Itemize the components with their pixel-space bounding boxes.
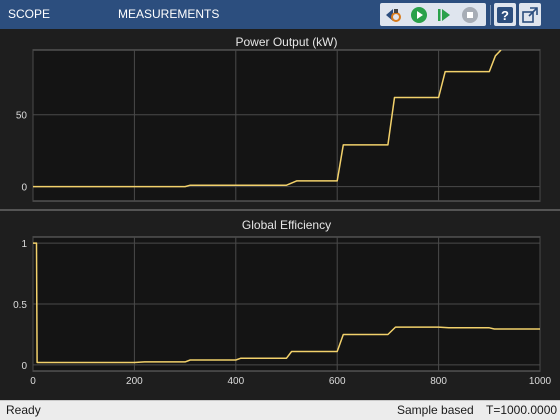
status-time: T=1000.0000 bbox=[486, 403, 558, 417]
x-tick-label: 1000 bbox=[529, 376, 552, 387]
x-tick-label: 200 bbox=[126, 376, 143, 387]
status-bar: Ready Sample based T=1000.0000 bbox=[0, 400, 560, 420]
svg-text:?: ? bbox=[501, 8, 509, 23]
status-ready: Ready bbox=[6, 403, 41, 417]
scope-plot-area: Power Output (kW) 0 50 Global Efficiency 0 2… bbox=[0, 29, 560, 400]
undock-icon[interactable] bbox=[520, 5, 540, 25]
x-tick-label: 0 bbox=[30, 376, 36, 387]
power-y-tick-label: 50 bbox=[16, 111, 28, 122]
run-icon[interactable] bbox=[409, 5, 429, 25]
efficiency-y-tick-label: 1 bbox=[21, 239, 27, 250]
tab-measurements[interactable]: MEASUREMENTS bbox=[118, 7, 220, 21]
power-axes bbox=[32, 49, 541, 202]
power-y-tick-label: 0 bbox=[21, 183, 27, 194]
tab-scope[interactable]: SCOPE bbox=[8, 7, 51, 21]
power-output-plot[interactable]: Power Output (kW) 0 50 bbox=[16, 35, 541, 202]
power-title: Power Output (kW) bbox=[235, 35, 337, 49]
efficiency-series-line bbox=[33, 242, 540, 364]
efficiency-title: Global Efficiency bbox=[242, 218, 331, 232]
step-forward-icon[interactable] bbox=[434, 5, 454, 25]
status-mode: Sample based bbox=[397, 403, 474, 417]
efficiency-y-tick-label: 0 bbox=[21, 361, 27, 372]
x-tick-label: 400 bbox=[227, 376, 244, 387]
help-icon[interactable]: ? bbox=[495, 5, 515, 25]
x-tick-label: 800 bbox=[430, 376, 447, 387]
stop-icon[interactable] bbox=[460, 5, 480, 25]
power-series-line bbox=[33, 50, 502, 188]
efficiency-y-tick-label: 0.5 bbox=[13, 300, 27, 311]
simulation-controls bbox=[380, 3, 486, 26]
scope-toolbar: SCOPE MEASUREMENTS ? bbox=[0, 0, 560, 29]
scope-plots: Power Output (kW) 0 50 Global Efficiency 0 2… bbox=[0, 35, 560, 387]
x-tick-label: 600 bbox=[329, 376, 346, 387]
step-back-icon[interactable] bbox=[383, 5, 403, 25]
global-efficiency-plot[interactable]: Global Efficiency 0 200 400 600 800 1000 0 0.5 1 bbox=[13, 218, 551, 387]
